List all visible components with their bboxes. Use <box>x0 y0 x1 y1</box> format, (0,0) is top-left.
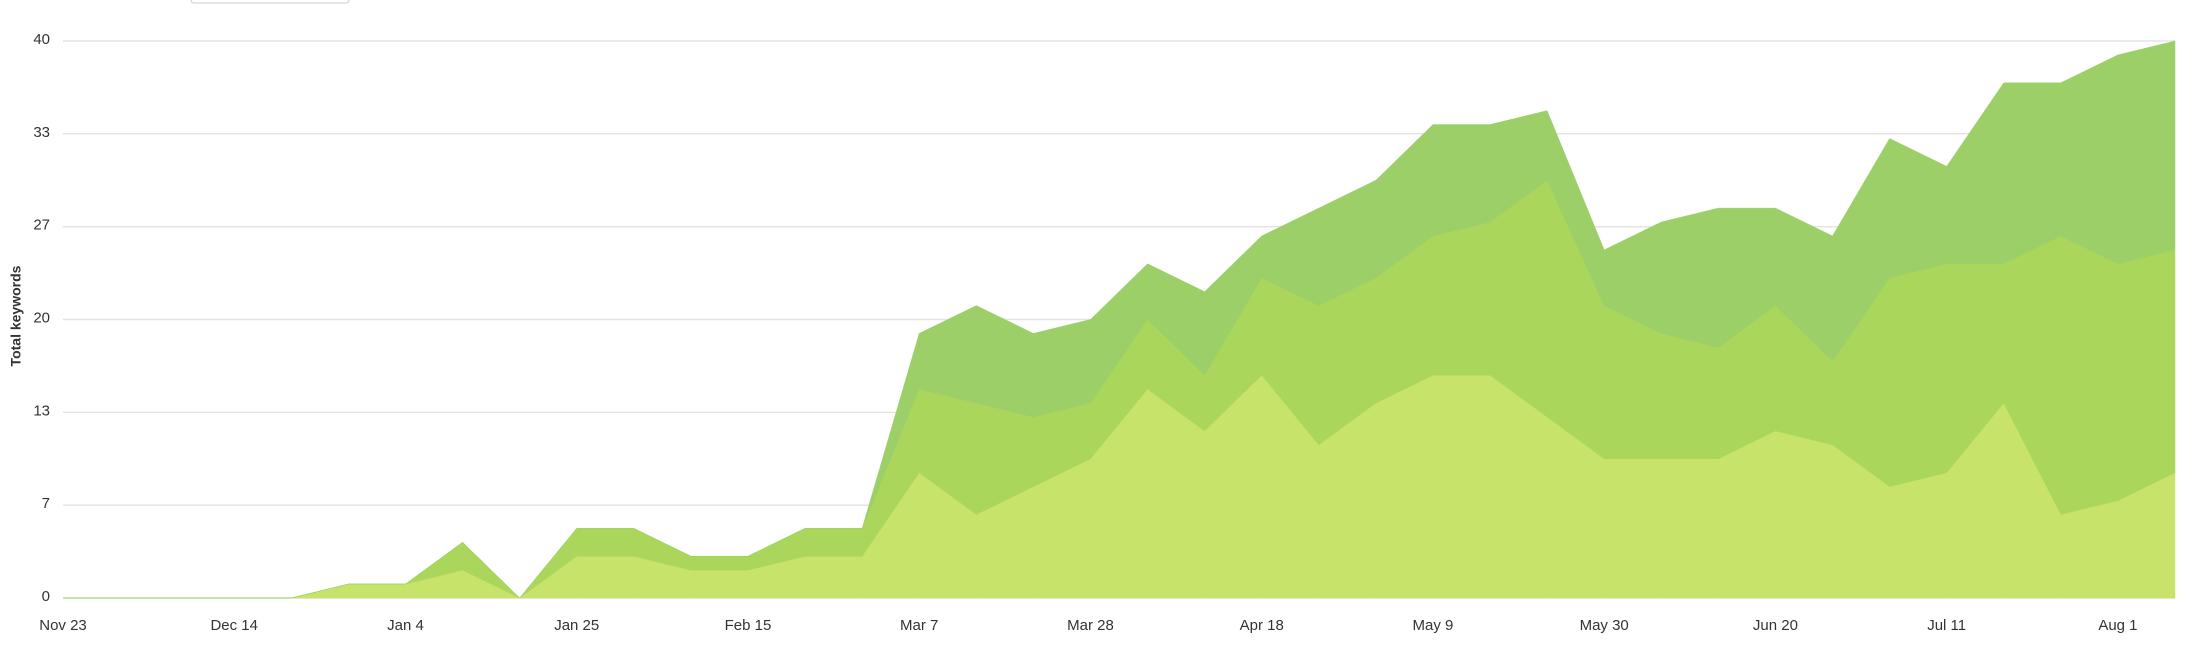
x-tick-label: Feb 15 <box>725 617 772 634</box>
x-tick-label: Mar 28 <box>1067 617 1114 634</box>
x-tick-label: Apr 18 <box>1240 617 1284 634</box>
y-tick-label: 0 <box>42 588 50 605</box>
areas <box>63 40 2176 599</box>
x-tick-label: Jul 11 <box>1927 617 1966 634</box>
labels: 0 7 13 20 27 33 40 Nov 23 Dec 14 Jan 4 Jan 25 Feb 1… <box>33 31 2137 634</box>
x-tick-label: Dec 14 <box>210 617 258 634</box>
x-tick-label: Nov 23 <box>39 617 87 634</box>
y-tick-label: 7 <box>42 495 50 512</box>
y-tick-label: 20 <box>33 309 50 326</box>
y-tick-label: 40 <box>33 31 50 48</box>
y-tick-label: 27 <box>33 217 50 234</box>
y-axis-label: Total keywords <box>8 265 24 366</box>
x-tick-label: Jan 25 <box>554 617 599 634</box>
y-tick-label: 13 <box>33 402 50 419</box>
x-tick-label: May 30 <box>1580 617 1629 634</box>
x-tick-label: Mar 7 <box>900 617 938 634</box>
x-tick-label: Aug 1 <box>2098 617 2137 634</box>
control-button[interactable] <box>190 0 350 4</box>
area <box>63 40 2176 599</box>
x-tick-label: Jan 4 <box>387 617 424 634</box>
y-tick-label: 33 <box>33 124 50 141</box>
x-tick-label: May 9 <box>1413 617 1454 634</box>
x-tick-label: Jun 20 <box>1753 617 1798 634</box>
